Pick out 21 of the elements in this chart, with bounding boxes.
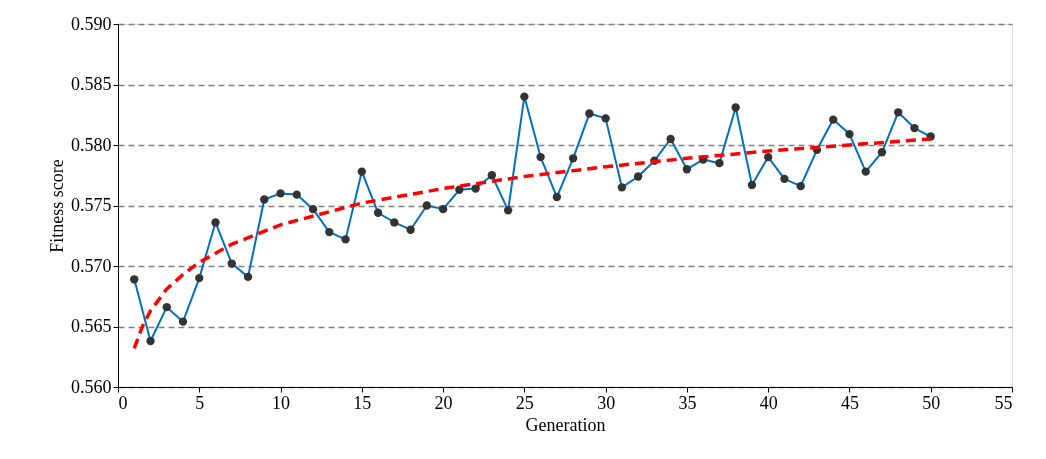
x-tick-label: 5 — [195, 392, 205, 413]
x-tick-label: 35 — [678, 392, 697, 413]
x-tick-label: 20 — [434, 392, 453, 413]
y-axis-title: Fitness score — [47, 159, 67, 253]
y-tick-label: 0.570 — [71, 255, 112, 276]
x-tick-label: 0 — [118, 392, 128, 413]
y-tick-label: 0.580 — [71, 134, 112, 155]
y-tick-label: 0.585 — [71, 74, 112, 94]
x-tick-label: 15 — [353, 392, 372, 413]
x-tick-label: 30 — [597, 392, 616, 413]
y-tick-label: 0.590 — [71, 13, 112, 34]
y-tick-label: 0.560 — [71, 376, 112, 397]
x-tick-label: 10 — [272, 392, 291, 413]
y-tick-label: 0.575 — [71, 195, 112, 215]
x-axis-title: Generation — [525, 414, 606, 435]
x-tick-label: 55 — [994, 392, 1013, 413]
x-tick-label: 45 — [840, 392, 859, 413]
x-tick-label: 25 — [515, 392, 534, 413]
y-tick-label: 0.565 — [71, 316, 112, 336]
x-tick-label: 40 — [759, 392, 778, 413]
x-tick-label: 50 — [922, 392, 941, 413]
